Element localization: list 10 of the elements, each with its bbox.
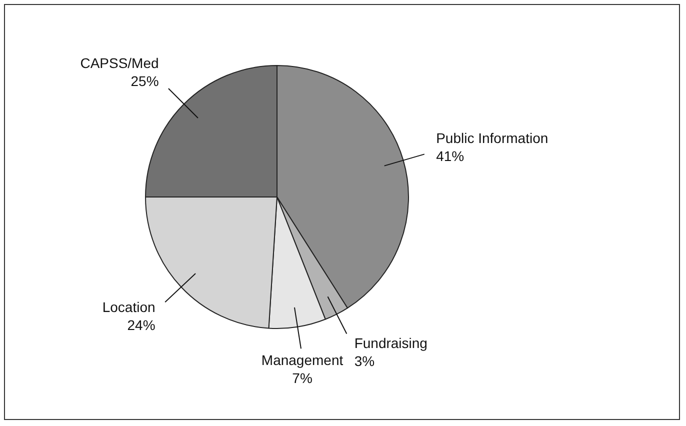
slice-label: CAPSS/Med <box>80 54 159 71</box>
data-label: 41% <box>436 148 464 164</box>
slice-label: Management <box>261 352 344 368</box>
data-label: 25% <box>130 72 159 89</box>
slice-label: Location <box>102 298 156 315</box>
data-label: 7% <box>292 370 312 386</box>
data-label: 24% <box>127 316 156 333</box>
slice-label: Fundraising <box>354 335 428 352</box>
slice-label: Public Information <box>436 130 548 146</box>
data-label: 3% <box>354 353 375 370</box>
